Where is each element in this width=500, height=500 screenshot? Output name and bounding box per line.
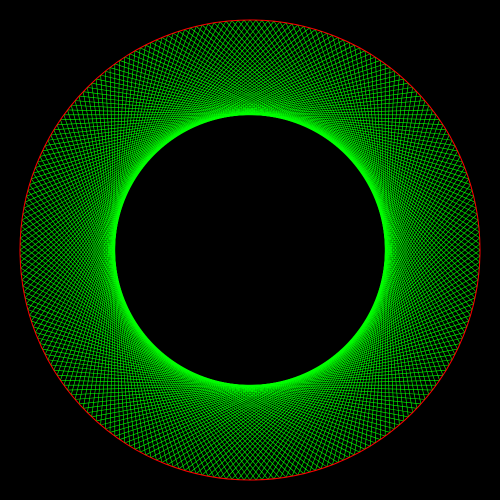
- red-outer-circle: [19, 19, 481, 481]
- chord-line: [184, 243, 481, 471]
- green-chord-ring: [19, 19, 481, 481]
